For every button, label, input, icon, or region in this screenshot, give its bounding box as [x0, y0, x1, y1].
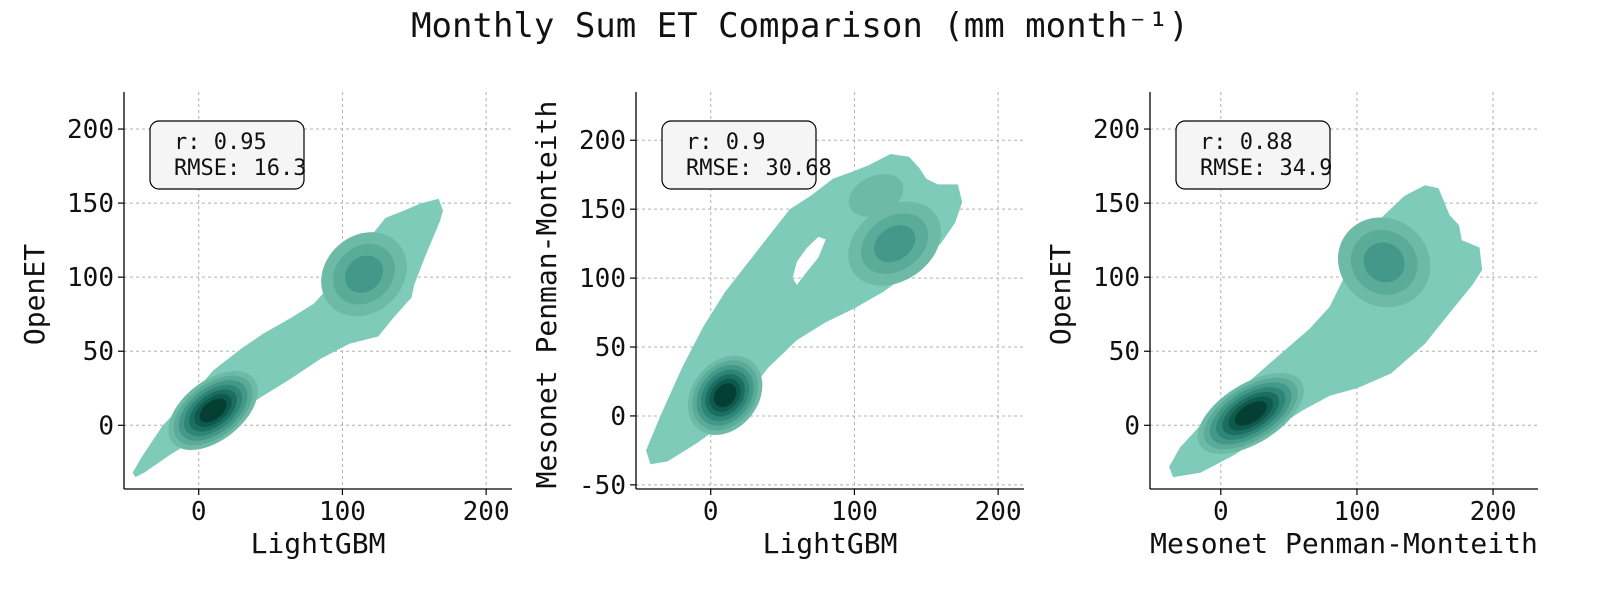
x-tick-label: 100 [319, 497, 366, 527]
y-axis-label: OpenET [18, 244, 51, 345]
y-tick-label: 50 [83, 337, 114, 367]
y-tick-label: 0 [98, 411, 114, 441]
stats-line: r: 0.88 [1200, 130, 1293, 155]
y-tick-label: 150 [579, 195, 626, 225]
x-tick-label: 200 [463, 497, 510, 527]
density-contour-level-1 [848, 174, 904, 217]
stats-line: RMSE: 16.3 [174, 156, 306, 181]
stats-box [1175, 120, 1331, 190]
y-tick-label: 150 [67, 189, 114, 219]
stats-line: RMSE: 30.68 [686, 156, 832, 181]
y-tick-label: 100 [579, 264, 626, 294]
y-tick-label: 50 [595, 333, 626, 363]
density-contour-level-8 [718, 387, 733, 403]
stats-line: r: 0.95 [174, 130, 267, 155]
y-tick-label: -50 [579, 471, 626, 501]
x-tick-label: 0 [1213, 497, 1229, 527]
y-tick-label: 200 [67, 115, 114, 145]
y-axis-label: Mesonet Penman-Monteith [530, 101, 563, 489]
figure-title: Monthly Sum ET Comparison (mm month⁻¹) [411, 6, 1189, 46]
x-tick-label: 0 [703, 497, 719, 527]
x-tick-label: 0 [191, 497, 207, 527]
x-tick-label: 100 [831, 497, 878, 527]
y-tick-label: 200 [1093, 115, 1140, 145]
x-axis-label: LightGBM [251, 527, 386, 560]
x-axis-label: Mesonet Penman-Monteith [1150, 527, 1538, 560]
y-tick-label: 150 [1093, 189, 1140, 219]
y-tick-label: 0 [610, 402, 626, 432]
stats-box [149, 120, 305, 190]
x-tick-label: 200 [975, 497, 1022, 527]
subplot-2: 0 100 200 -50 0 50 100 150 200 LightGBM Mesonet Pe… [530, 92, 1024, 560]
density-contour-level-3 [344, 255, 384, 293]
stats-line: RMSE: 34.9 [1200, 156, 1332, 181]
stats-line: r: 0.9 [686, 130, 765, 155]
stats-box [661, 120, 817, 190]
x-tick-label: 100 [1333, 497, 1380, 527]
y-tick-label: 100 [1093, 263, 1140, 293]
density-contour-level-3 [1363, 242, 1405, 283]
y-axis-label: OpenET [1044, 244, 1077, 345]
density-contour-level-3 [874, 224, 916, 263]
density-contour-level-8 [1240, 405, 1261, 421]
y-tick-label: 50 [1109, 337, 1140, 367]
y-tick-label: 100 [67, 263, 114, 293]
y-tick-label: 0 [1124, 411, 1140, 441]
density-contour-level-8 [204, 403, 222, 418]
y-tick-label: 200 [579, 126, 626, 156]
subplot-1: 0 100 200 0 50 100 150 200 LightGBM OpenET r: 0.95… [18, 92, 512, 560]
x-tick-label: 200 [1470, 497, 1517, 527]
x-axis-label: LightGBM [763, 527, 898, 560]
